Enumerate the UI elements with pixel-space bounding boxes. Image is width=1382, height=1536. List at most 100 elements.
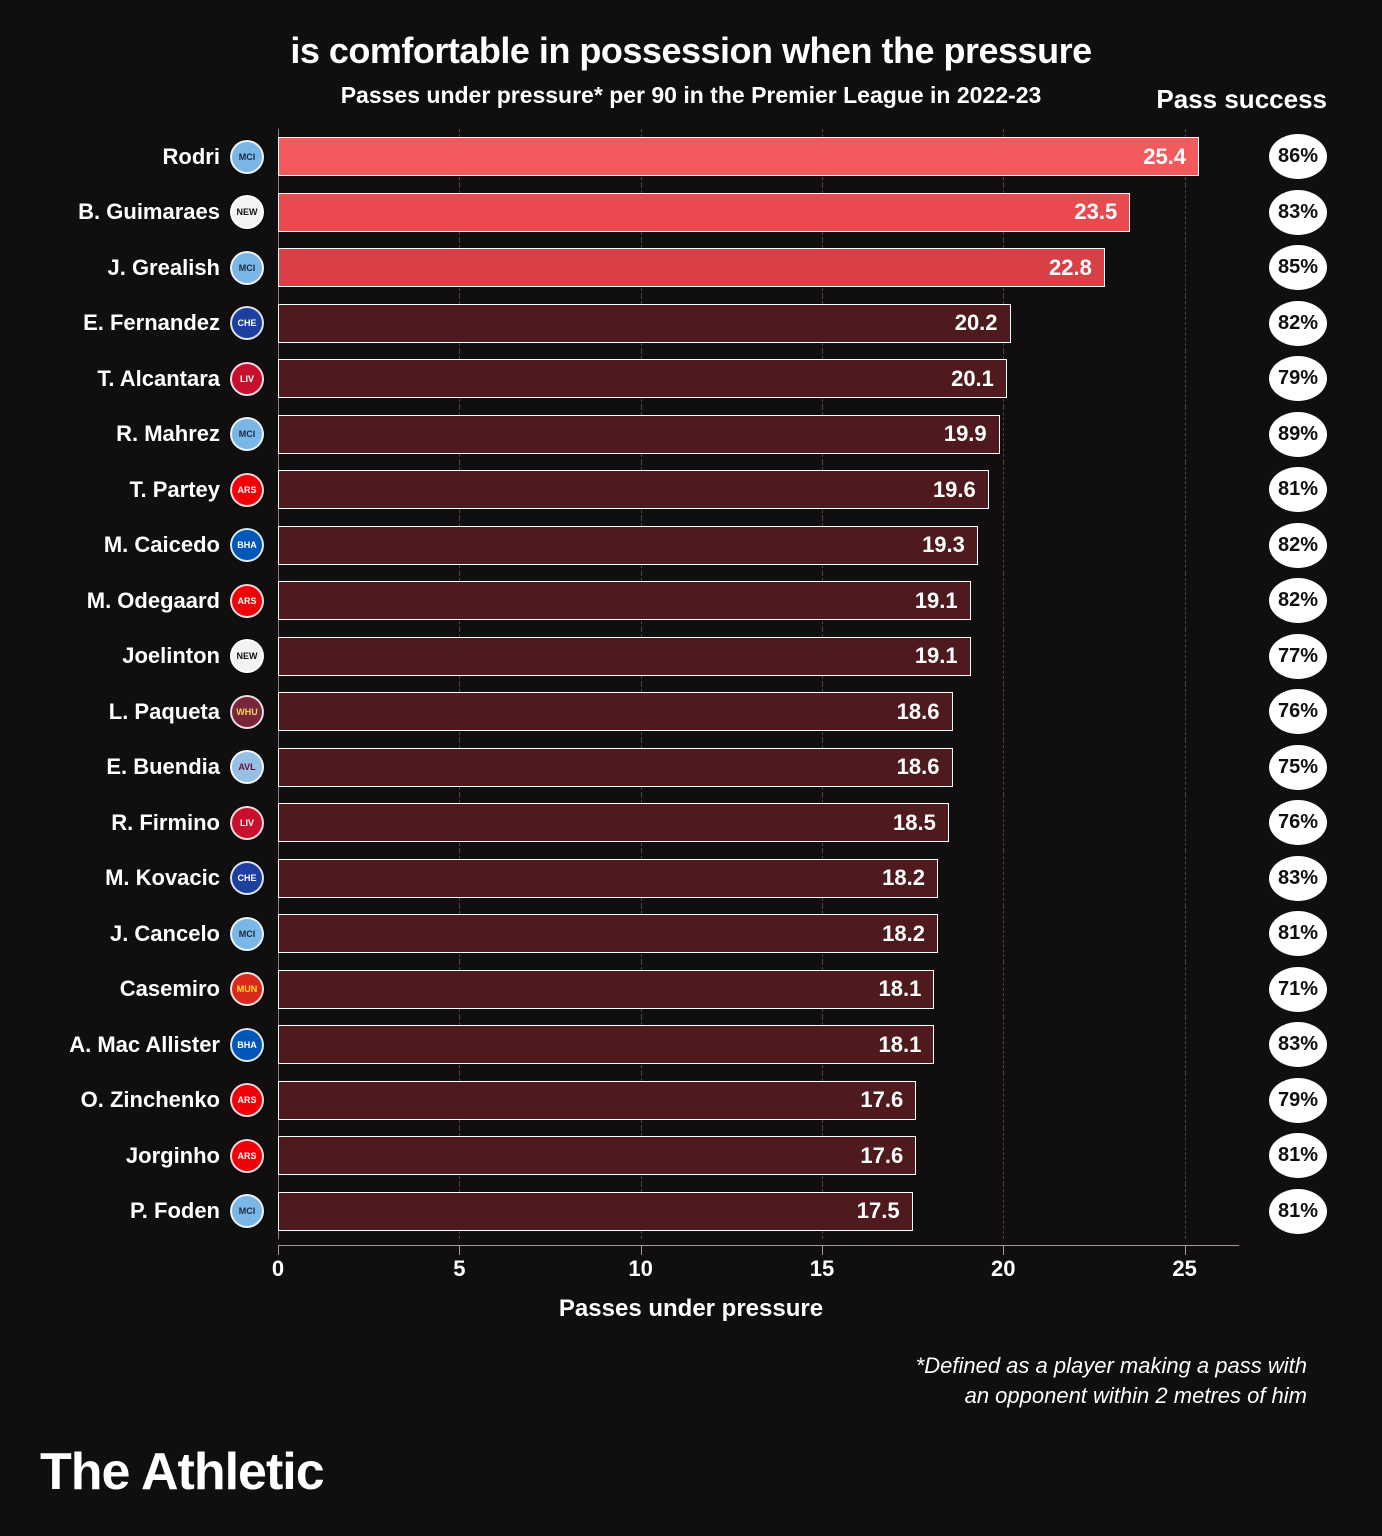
bar-value-label: 18.5 <box>893 810 936 836</box>
club-badge-icon: LIV <box>230 362 264 396</box>
club-badge-icon: NEW <box>230 639 264 673</box>
bar-value-label: 20.2 <box>955 310 998 336</box>
value-bar: 18.5 <box>278 803 949 842</box>
bar-track: 19.6 <box>278 462 1239 518</box>
value-bar: 17.6 <box>278 1136 916 1175</box>
player-name: B. Guimaraes <box>55 199 230 225</box>
bar-value-label: 18.6 <box>897 699 940 725</box>
x-tick-label: 20 <box>991 1256 1015 1282</box>
value-bar: 19.9 <box>278 415 1000 454</box>
bar-value-label: 19.1 <box>915 588 958 614</box>
bar-value-label: 18.1 <box>879 1032 922 1058</box>
club-badge-icon: LIV <box>230 806 264 840</box>
player-row: A. Mac AllisterBHA18.183% <box>55 1017 1327 1073</box>
pass-success-badge: 75% <box>1269 745 1327 790</box>
pass-success-badge: 82% <box>1269 523 1327 568</box>
bar-value-label: 22.8 <box>1049 255 1092 281</box>
chart-footnote: *Defined as a player making a pass with … <box>55 1351 1327 1410</box>
bar-value-label: 17.5 <box>857 1198 900 1224</box>
pass-success-badge: 77% <box>1269 634 1327 679</box>
player-row: M. CaicedoBHA 19.3 82% <box>55 518 1327 574</box>
bar-value-label: 19.1 <box>915 643 958 669</box>
club-badge-icon: BHA <box>230 528 264 562</box>
player-row: B. GuimaraesNEW23.583% <box>55 185 1327 241</box>
player-name: E. Buendia <box>55 754 230 780</box>
bar-track: 17.6 <box>278 1073 1239 1129</box>
player-row: L. PaquetaWHU18.676% <box>55 684 1327 740</box>
chart-area: Pass success RodriMCI25.486%B. Guimaraes… <box>55 129 1327 1323</box>
player-row: J. CanceloMCI18.281% <box>55 906 1327 962</box>
bar-value-label: 25.4 <box>1143 144 1186 170</box>
bar-value-label: 18.2 <box>882 865 925 891</box>
x-axis-label: Passes under pressure <box>55 1295 1327 1323</box>
bar-track: 17.5 <box>278 1184 1239 1240</box>
club-badge-icon: WHU <box>230 695 264 729</box>
player-row: M. KovacicCHE18.283% <box>55 851 1327 907</box>
pass-success-badge: 81% <box>1269 1133 1327 1178</box>
player-row: E. FernandezCHE20.282% <box>55 296 1327 352</box>
club-badge-icon: AVL <box>230 750 264 784</box>
bar-value-label: 19.3 <box>922 532 965 558</box>
value-bar: 19.6 <box>278 470 989 509</box>
bar-value-label: 18.2 <box>882 921 925 947</box>
pass-success-badge: 82% <box>1269 578 1327 623</box>
x-tick-label: 5 <box>453 1256 465 1282</box>
bar-track: 19.1 <box>278 629 1239 685</box>
player-name: Joelinton <box>55 643 230 669</box>
player-row: J. GrealishMCI22.885% <box>55 240 1327 296</box>
pass-success-badge: 81% <box>1269 467 1327 512</box>
value-bar: 17.6 <box>278 1081 916 1120</box>
bar-value-label: 19.6 <box>933 477 976 503</box>
player-name: R. Mahrez <box>55 421 230 447</box>
bar-value-label: 18.1 <box>879 976 922 1002</box>
club-badge-icon: CHE <box>230 861 264 895</box>
bar-track: 20.2 <box>278 296 1239 352</box>
player-name: O. Zinchenko <box>55 1087 230 1113</box>
value-bar: 19.1 <box>278 637 971 676</box>
bar-track: 18.6 <box>278 740 1239 796</box>
player-name: T. Alcantara <box>55 366 230 392</box>
player-row: RodriMCI25.486% <box>55 129 1327 185</box>
value-bar: 18.6 <box>278 692 953 731</box>
club-badge-icon: ARS <box>230 584 264 618</box>
player-row: T. AlcantaraLIV 20.1 79% <box>55 351 1327 407</box>
value-bar: 18.1 <box>278 970 934 1009</box>
player-row: M. OdegaardARS19.182% <box>55 573 1327 629</box>
club-badge-icon: ARS <box>230 473 264 507</box>
player-row: T. ParteyARS19.681% <box>55 462 1327 518</box>
bar-track: 18.2 <box>278 851 1239 907</box>
value-bar: 18.2 <box>278 914 938 953</box>
value-bar: 22.8 <box>278 248 1105 287</box>
pass-success-badge: 71% <box>1269 967 1327 1012</box>
club-badge-icon: BHA <box>230 1028 264 1062</box>
player-name: J. Grealish <box>55 255 230 281</box>
player-name: P. Foden <box>55 1198 230 1224</box>
player-name: M. Caicedo <box>55 532 230 558</box>
pass-success-badge: 81% <box>1269 911 1327 956</box>
pass-success-badge: 79% <box>1269 356 1327 401</box>
player-name: M. Kovacic <box>55 865 230 891</box>
bar-value-label: 17.6 <box>860 1143 903 1169</box>
value-bar: 18.1 <box>278 1025 934 1064</box>
x-tick-label: 10 <box>628 1256 652 1282</box>
x-tick-label: 15 <box>810 1256 834 1282</box>
player-name: L. Paqueta <box>55 699 230 725</box>
bar-track: 19.9 <box>278 407 1239 463</box>
club-badge-icon: NEW <box>230 195 264 229</box>
bar-track: 19.3 <box>278 518 1239 574</box>
chart-subtitle: Passes under pressure* per 90 in the Pre… <box>55 82 1327 109</box>
pass-success-badge: 76% <box>1269 800 1327 845</box>
pass-success-badge: 85% <box>1269 245 1327 290</box>
club-badge-icon: MCI <box>230 140 264 174</box>
value-bar: 20.1 <box>278 359 1007 398</box>
value-bar: 20.2 <box>278 304 1011 343</box>
player-name: Jorginho <box>55 1143 230 1169</box>
player-row: CasemiroMUN18.171% <box>55 962 1327 1018</box>
player-name: R. Firmino <box>55 810 230 836</box>
bar-track: 20.1 <box>278 351 1239 407</box>
player-row: JoelintonNEW 19.1 77% <box>55 629 1327 685</box>
pass-success-badge: 83% <box>1269 1022 1327 1067</box>
bar-value-label: 18.6 <box>897 754 940 780</box>
bar-value-label: 23.5 <box>1074 199 1117 225</box>
bar-track: 19.1 <box>278 573 1239 629</box>
